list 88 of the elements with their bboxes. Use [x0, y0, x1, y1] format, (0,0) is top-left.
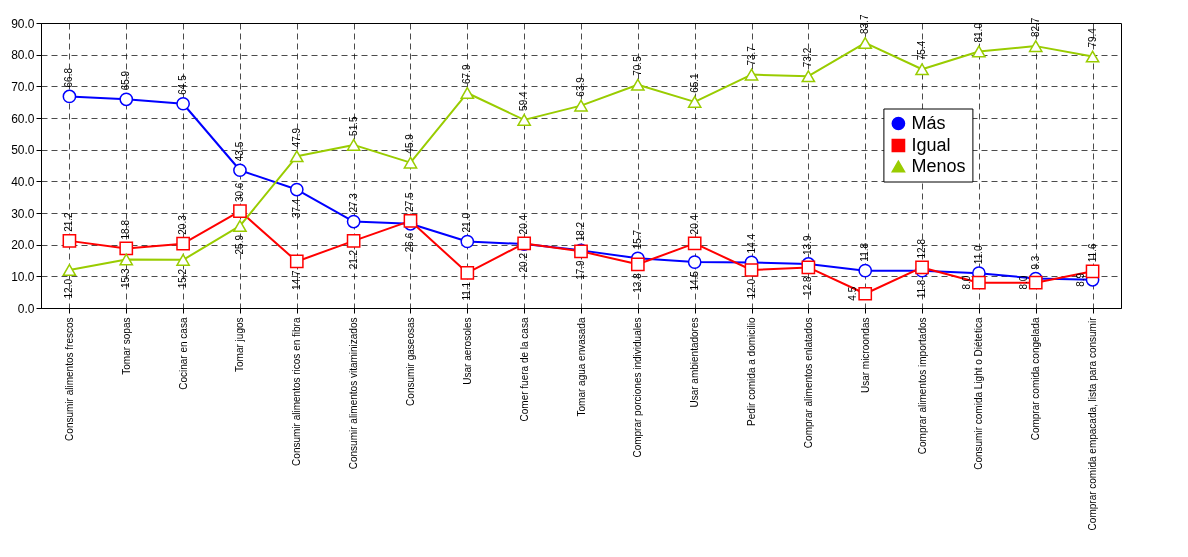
x-tick-label: Usar ambientadores	[689, 317, 701, 408]
data-label: 13.8	[631, 272, 643, 293]
x-tick-label: Comprar comida congelada	[1030, 317, 1042, 441]
data-label: 82.7	[1029, 17, 1041, 38]
data-label: 51.5	[347, 116, 359, 136]
data-label: 14.7	[290, 270, 302, 290]
legend-label: Menos	[911, 155, 966, 176]
data-label: 15.3	[120, 268, 132, 289]
data-label: 63.9	[575, 76, 586, 97]
x-tick-label: Comer fuera de la casa	[518, 317, 530, 422]
data-label: 66.8	[63, 67, 75, 88]
data-label: 75.4	[916, 40, 928, 61]
x-tick-label: Consumir comida Light o Diétetica	[973, 317, 985, 470]
x-tick-label: Consumir alimentos ricos en fibra	[291, 317, 303, 466]
data-label: 47.9	[290, 127, 302, 148]
y-tick-label: 50.0	[11, 143, 35, 158]
y-tick-label: 90.0	[11, 16, 35, 31]
data-label: 27.5	[404, 192, 416, 212]
data-label: 12.8	[916, 238, 928, 259]
data-label: 20.4	[688, 214, 700, 235]
legend-label: Igual	[911, 134, 951, 155]
y-tick-label: 30.0	[11, 206, 35, 221]
x-tick-label: Comprar porciones individuales	[632, 317, 644, 458]
data-label: 83.7	[859, 14, 871, 34]
data-label: 65.9	[120, 70, 132, 91]
x-tick-label: Cocinar en casa	[177, 317, 189, 390]
data-label: 12.0	[63, 278, 75, 299]
data-label: 67.9	[461, 64, 473, 84]
data-label: 21.2	[347, 249, 359, 270]
data-label: 14.5	[688, 270, 700, 291]
y-tick-label: 70.0	[11, 79, 35, 94]
x-tick-label: Tomar jugos	[234, 317, 246, 372]
data-label: 70.5	[631, 55, 643, 76]
data-label: 21.2	[63, 211, 75, 232]
data-label: 27.3	[347, 192, 359, 213]
data-label: 8.0	[1017, 275, 1029, 290]
data-label: 15.2	[177, 268, 189, 289]
legend-label: Más	[911, 112, 946, 133]
x-tick-label: Tomar sopas	[120, 317, 132, 375]
data-label: 64.5	[177, 74, 189, 95]
x-tick-label: Tomar agua envasada	[575, 317, 587, 417]
data-label: 14.4	[745, 233, 757, 254]
y-tick-label: 60.0	[11, 111, 35, 126]
data-label: 18.8	[120, 219, 132, 240]
data-label: 37.4	[290, 198, 302, 219]
data-label: 11.0	[972, 245, 984, 265]
data-label: 20.2	[518, 252, 530, 273]
data-label: 12.8	[802, 276, 814, 296]
y-tick-label: 40.0	[11, 174, 35, 189]
data-label: 45.9	[404, 133, 416, 154]
data-label: 79.4	[1086, 27, 1098, 48]
data-label: 30.6	[233, 182, 245, 203]
x-tick-label: Comprar alimentos enlatados	[802, 317, 814, 449]
data-label: 73.2	[802, 47, 814, 68]
data-label: 11.8	[916, 279, 928, 299]
x-tick-label: Usar microondas	[859, 317, 871, 394]
y-tick-label: 20.0	[11, 238, 35, 253]
data-label: 25.9	[233, 234, 245, 255]
data-label: 8.0	[960, 275, 972, 290]
y-tick-label: 80.0	[11, 48, 35, 63]
data-label: 43.5	[233, 141, 245, 162]
data-label: 65.1	[688, 72, 700, 93]
data-label: 8.9	[1074, 272, 1086, 287]
data-label: 11.6	[1086, 243, 1098, 263]
x-tick-label: Pedir comida a domicilio	[746, 317, 758, 426]
x-tick-label: Usar aerosoles	[461, 317, 473, 385]
x-tick-label: Comprar alimentos importados	[916, 317, 928, 455]
y-tick-label: 10.0	[11, 269, 35, 284]
data-label: 21.0	[461, 212, 473, 233]
data-label: 13.9	[802, 235, 814, 255]
data-label: 11.1	[461, 281, 473, 301]
data-label: 12.0	[745, 278, 757, 299]
x-tick-label: Comprar comida empacada, lista para consumir	[1087, 316, 1099, 531]
data-label: 20.3	[177, 214, 189, 235]
data-label: 11.8	[859, 242, 871, 262]
data-label: 15.7	[631, 229, 643, 250]
data-label: 20.4	[518, 214, 530, 235]
x-tick-label: Consumir gaseosas	[404, 317, 416, 406]
y-tick-label: 0.0	[17, 301, 35, 316]
data-label: 18.2	[575, 221, 586, 242]
data-label: 73.7	[745, 45, 757, 66]
data-label: 26.6	[404, 232, 416, 253]
data-label: 59.4	[518, 91, 530, 111]
data-label: 4.5	[847, 286, 859, 301]
x-tick-label: Consumir alimentos vitaminizados	[348, 317, 360, 470]
data-label: 9.3	[1029, 255, 1041, 270]
data-label: 17.9	[575, 259, 586, 280]
x-tick-label: Consumir alimentos frescos	[63, 317, 75, 441]
